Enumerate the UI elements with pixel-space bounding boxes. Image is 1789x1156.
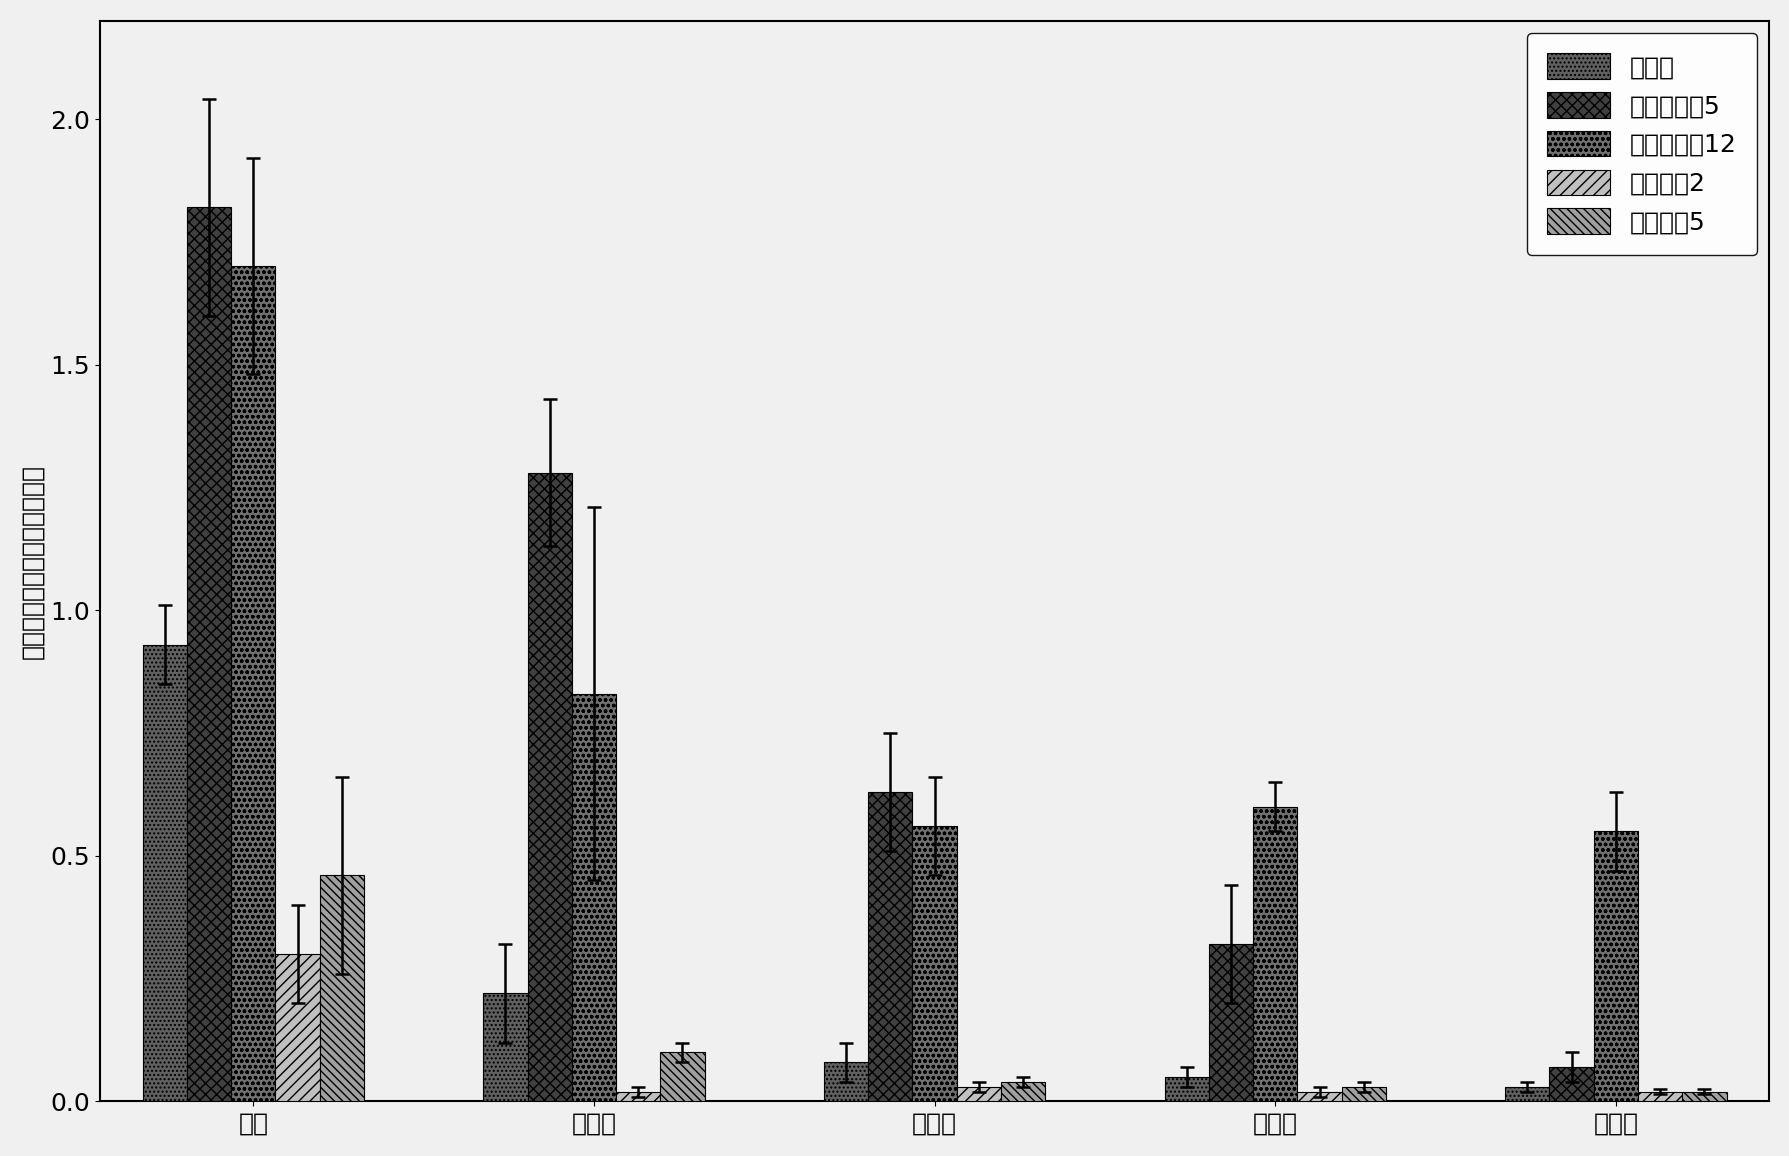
Bar	[143, 645, 186, 1102]
Bar	[320, 875, 363, 1102]
Bar	[186, 207, 231, 1102]
Legend: 野生型, 过表达株系5, 过表达株系12, 干溉株系2, 干溉株系5: 野生型, 过表达株系5, 过表达株系12, 干溉株系2, 干溉株系5	[1526, 34, 1755, 254]
Bar	[1682, 1091, 1726, 1102]
Bar	[1252, 807, 1297, 1102]
Bar	[1637, 1091, 1682, 1102]
Bar	[912, 827, 955, 1102]
Bar	[483, 993, 528, 1102]
Bar	[955, 1087, 1000, 1102]
Bar	[615, 1091, 660, 1102]
Bar	[1208, 944, 1252, 1102]
Bar	[868, 792, 912, 1102]
Bar	[231, 266, 276, 1102]
Bar	[660, 1052, 705, 1102]
Bar	[1165, 1077, 1208, 1102]
Bar	[1549, 1067, 1592, 1102]
Bar	[1505, 1087, 1549, 1102]
Bar	[571, 694, 615, 1102]
Bar	[1592, 831, 1637, 1102]
Bar	[1000, 1082, 1045, 1102]
Bar	[1297, 1091, 1342, 1102]
Bar	[1342, 1087, 1385, 1102]
Y-axis label: 叶绿素含量（毫克／克鲜重）: 叶绿素含量（毫克／克鲜重）	[21, 464, 45, 659]
Bar	[823, 1062, 868, 1102]
Bar	[528, 473, 571, 1102]
Bar	[276, 954, 320, 1102]
